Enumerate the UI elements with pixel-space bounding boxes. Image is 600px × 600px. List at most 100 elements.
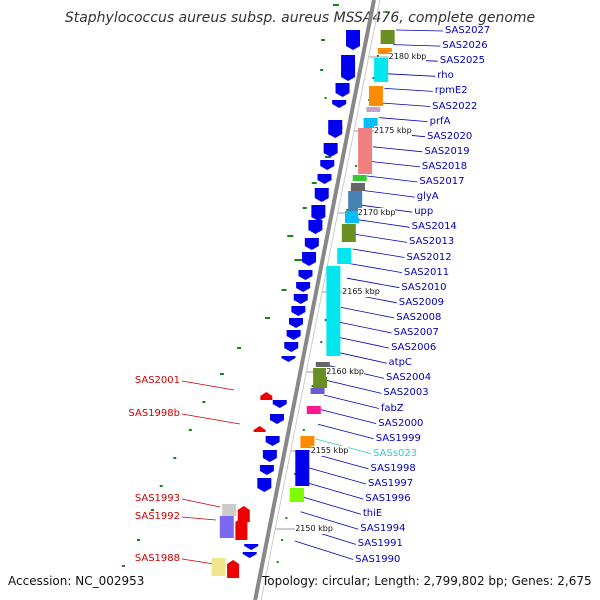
right-gene-label: fabZ <box>380 402 404 414</box>
right-gene-label: glyA <box>416 191 439 203</box>
right-leader-line <box>317 423 374 440</box>
right-leader-line <box>349 263 402 273</box>
forward-gene-arrow <box>304 238 319 250</box>
right-gene-label: SAS1999 <box>375 432 421 444</box>
right-gene-label: SAS2012 <box>406 251 452 263</box>
left-leader-line <box>181 380 235 391</box>
right-leader-line <box>384 88 433 92</box>
right-gene-label: SAS2008 <box>396 311 442 323</box>
right-gene-label: thiE <box>362 508 383 520</box>
kbp-tick-label: 2180 kbp <box>388 52 427 62</box>
right-leader-line <box>396 29 444 32</box>
kbp-tick-label: 2170 kbp <box>357 208 396 218</box>
forward-gene-arrow <box>257 478 272 492</box>
right-leader-line <box>346 277 400 289</box>
feature-block <box>295 450 310 486</box>
reverse-gene-arrow <box>253 426 266 432</box>
forward-gene-arrow <box>288 318 303 328</box>
gene-features <box>211 30 395 578</box>
reverse-feature-block <box>211 558 226 576</box>
feature-block <box>374 58 389 82</box>
accession-text: Accession: NC_002953 <box>8 574 145 588</box>
forward-gene-arrow <box>346 30 361 50</box>
forward-gene-arrow <box>314 188 329 202</box>
right-gene-label: SAS2022 <box>432 100 478 112</box>
forward-gene-arrow <box>311 205 326 221</box>
right-gene-label: SAS2010 <box>401 281 447 293</box>
forward-gene-arrow <box>259 465 274 475</box>
forward-gene-arrow <box>242 552 257 558</box>
right-gene-label: SAS2006 <box>391 342 437 354</box>
right-leader-line <box>341 307 395 319</box>
left-gene-label: SAS1988 <box>134 553 180 564</box>
right-leader-line <box>364 190 415 198</box>
forward-gene-arrow <box>284 342 299 352</box>
feature-block <box>380 30 395 44</box>
right-gene-label: SAS1996 <box>365 493 411 505</box>
right-gene-label: SAS1997 <box>367 478 414 489</box>
right-gene-label: SAS2011 <box>403 266 450 278</box>
left-gene-label: SAS1998b <box>128 408 180 419</box>
kbp-tick-label: 2150 kbp <box>295 524 333 534</box>
right-leader-line <box>306 482 364 500</box>
reverse-gene-arrow <box>260 392 273 400</box>
right-leader-line <box>369 161 420 168</box>
kbp-tick-label: 2155 kbp <box>310 446 349 456</box>
right-leader-line <box>352 248 405 258</box>
forward-gene-arrow <box>265 436 280 446</box>
forward-gene-arrow <box>293 294 308 304</box>
feature-block <box>366 107 381 112</box>
right-leader-line <box>338 321 392 334</box>
forward-gene-arrow <box>341 55 356 81</box>
right-leader-line <box>372 146 423 153</box>
feature-block <box>310 388 325 394</box>
right-gene-label: rho <box>437 70 454 82</box>
kbp-tick-label: 2165 kbp <box>342 287 380 297</box>
kbp-tick-label: 2175 kbp <box>374 126 412 136</box>
feature-block <box>306 406 321 414</box>
right-leader-line <box>309 467 367 485</box>
feature-block <box>377 48 392 54</box>
feature-block <box>363 118 378 128</box>
right-gene-label: SASs023 <box>373 447 418 459</box>
right-gene-label: SAS2025 <box>439 55 486 67</box>
feature-block <box>326 266 341 356</box>
feature-block <box>313 368 328 388</box>
right-gene-label: SAS1994 <box>360 523 406 535</box>
backbone-line <box>253 0 376 600</box>
left-gene-label: SAS2001 <box>134 375 180 386</box>
forward-gene-arrow <box>296 282 311 292</box>
forward-gene-arrow <box>244 544 259 550</box>
right-gene-label: atpC <box>388 357 412 369</box>
genome-backbone <box>253 0 381 600</box>
right-leader-line <box>300 511 359 530</box>
right-leader-line <box>335 336 390 349</box>
left-gene-label: SAS1993 <box>134 493 180 504</box>
right-gene-label: SAS1998 <box>370 462 416 474</box>
forward-gene-arrow <box>302 252 317 266</box>
left-leader-line <box>181 498 221 508</box>
forward-gene-arrow <box>328 120 343 138</box>
right-leader-line <box>332 350 387 364</box>
right-gene-label: SAS2027 <box>445 25 491 36</box>
right-gene-label: SAS2017 <box>419 176 465 187</box>
feature-block <box>348 191 363 211</box>
right-leader-line <box>393 44 441 47</box>
kbp-tick-label: 2160 kbp <box>326 367 364 377</box>
right-gene-label: SAS2003 <box>383 387 429 399</box>
forward-gene-arrow <box>272 400 287 408</box>
right-leader-line <box>355 234 408 243</box>
right-gene-label: SAS1990 <box>355 553 401 565</box>
forward-gene-arrow <box>262 450 277 462</box>
right-gene-label: SAS2009 <box>398 296 444 308</box>
right-gene-label: SAS2013 <box>409 236 455 248</box>
left-gene-label: SAS1992 <box>134 511 180 522</box>
right-leader-line <box>387 73 436 77</box>
right-gene-label: SAS2007 <box>393 327 439 338</box>
right-gene-label: upp <box>414 206 434 218</box>
forward-gene-arrow <box>281 356 296 362</box>
right-gene-label: prfA <box>429 115 451 127</box>
right-gene-label: SAS2020 <box>427 130 473 142</box>
right-gene-label: SAS1991 <box>357 538 403 550</box>
